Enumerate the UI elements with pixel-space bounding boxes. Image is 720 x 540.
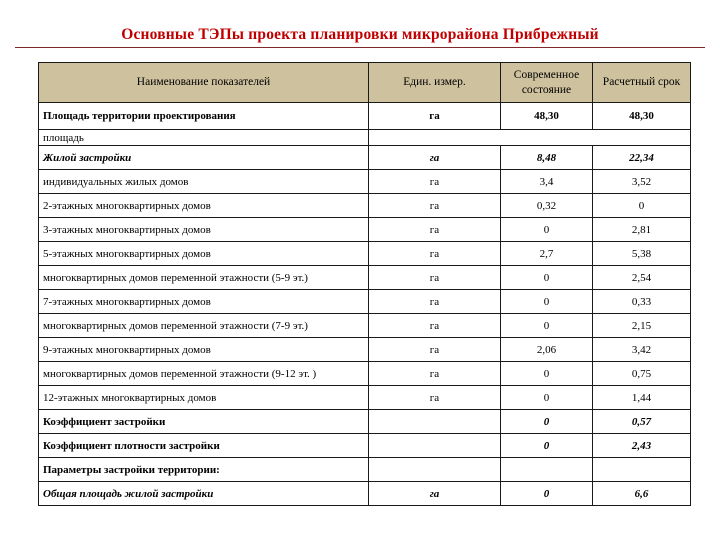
cell-current-value: 0 xyxy=(500,433,593,458)
cell-calculated-value: 3,42 xyxy=(592,337,691,362)
cell-unit xyxy=(368,457,501,482)
cell-indicator-name: 7-этажных многоквартирных домов xyxy=(38,289,369,314)
cell-indicator-name: 12-этажных многоквартирных домов xyxy=(38,385,369,410)
table-row: индивидуальных жилых домов га 3,4 3,52 xyxy=(38,169,691,194)
cell-calculated-value: 2,15 xyxy=(592,313,691,338)
cell-unit xyxy=(368,433,501,458)
page-title: Основные ТЭПы проекта планировки микрора… xyxy=(121,26,599,43)
column-header-calculated-term: Расчетный срок xyxy=(592,62,691,103)
cell-calculated-value: 2,54 xyxy=(592,265,691,290)
cell-calculated-value: 0,33 xyxy=(592,289,691,314)
cell-unit: га xyxy=(368,193,501,218)
cell-unit: га xyxy=(368,385,501,410)
cell-current-value: 0 xyxy=(500,481,593,506)
table-row: 9-этажных многоквартирных домов га 2,06 3,4… xyxy=(38,337,691,362)
column-header-indicator-name: Наименование показателей xyxy=(38,62,369,103)
cell-calculated-value: 2,43 xyxy=(592,433,691,458)
cell-current-value: 0 xyxy=(500,409,593,434)
table-row: 3-этажных многоквартирных домов га 0 2,81 xyxy=(38,217,691,242)
table-row: 7-этажных многоквартирных домов га 0 0,33 xyxy=(38,289,691,314)
table-row: Коэффициент застройки 0 0,57 xyxy=(38,409,691,434)
cell-indicator-name: площадь xyxy=(38,129,369,146)
cell-calculated-value: 3,52 xyxy=(592,169,691,194)
cell-calculated-value: 0,57 xyxy=(592,409,691,434)
cell-unit: га xyxy=(368,102,501,130)
table-row: многоквартирных домов переменной этажнос… xyxy=(38,313,691,338)
cell-calculated-value: 22,34 xyxy=(592,145,691,170)
cell-calculated-value: 1,44 xyxy=(592,385,691,410)
table-row: Параметры застройки территории: xyxy=(38,457,691,482)
table-row: Жилой застройки га 8,48 22,34 xyxy=(38,145,691,170)
table-row: Коэффициент плотности застройки 0 2,43 xyxy=(38,433,691,458)
cell-current-value: 2,7 xyxy=(500,241,593,266)
table-row: Общая площадь жилой застройки га 0 6,6 xyxy=(38,481,691,506)
table-row: 2-этажных многоквартирных домов га 0,32 0 xyxy=(38,193,691,218)
cell-unit: га xyxy=(368,361,501,386)
column-header-unit: Един. измер. xyxy=(368,62,501,103)
cell-indicator-name: 2-этажных многоквартирных домов xyxy=(38,193,369,218)
cell-indicator-name: Коэффициент застройки xyxy=(38,409,369,434)
cell-indicator-name: Площадь территории проектирования xyxy=(38,102,369,130)
indicators-table: Наименование показателей Един. измер. Со… xyxy=(38,62,691,506)
cell-unit: га xyxy=(368,337,501,362)
cell-current-value: 0 xyxy=(500,217,593,242)
cell-current-value xyxy=(500,457,593,482)
title-underline xyxy=(15,47,705,48)
cell-unit: га xyxy=(368,145,501,170)
cell-indicator-name: многоквартирных домов переменной этажнос… xyxy=(38,361,369,386)
cell-current-value: 3,4 xyxy=(500,169,593,194)
cell-calculated-value: 48,30 xyxy=(592,102,691,130)
cell-unit: га xyxy=(368,265,501,290)
cell-current-value: 2,06 xyxy=(500,337,593,362)
table-row: 5-этажных многоквартирных домов га 2,7 5,38 xyxy=(38,241,691,266)
table-row: многоквартирных домов переменной этажнос… xyxy=(38,265,691,290)
cell-indicator-name: 3-этажных многоквартирных домов xyxy=(38,217,369,242)
cell-unit: га xyxy=(368,481,501,506)
cell-calculated-value: 2,81 xyxy=(592,217,691,242)
cell-merged-empty xyxy=(368,129,691,146)
cell-unit: га xyxy=(368,313,501,338)
table-body: Площадь территории проектирования га 48,30… xyxy=(38,102,691,506)
table-row: площадь xyxy=(38,129,691,146)
cell-current-value: 8,48 xyxy=(500,145,593,170)
cell-indicator-name: Коэффициент плотности застройки xyxy=(38,433,369,458)
cell-current-value: 0 xyxy=(500,385,593,410)
table-row: Площадь территории проектирования га 48,30… xyxy=(38,102,691,130)
cell-calculated-value: 6,6 xyxy=(592,481,691,506)
cell-indicator-name: многоквартирных домов переменной этажнос… xyxy=(38,313,369,338)
cell-unit: га xyxy=(368,289,501,314)
table-row: многоквартирных домов переменной этажнос… xyxy=(38,361,691,386)
cell-calculated-value: 0,75 xyxy=(592,361,691,386)
cell-unit: га xyxy=(368,241,501,266)
column-header-current-state: Современное состояние xyxy=(500,62,593,103)
cell-indicator-name: индивидуальных жилых домов xyxy=(38,169,369,194)
cell-current-value: 0 xyxy=(500,265,593,290)
cell-indicator-name: Жилой застройки xyxy=(38,145,369,170)
cell-indicator-name: 9-этажных многоквартирных домов xyxy=(38,337,369,362)
table-row: 12-этажных многоквартирных домов га 0 1,44 xyxy=(38,385,691,410)
cell-calculated-value: 0 xyxy=(592,193,691,218)
table-header-row: Наименование показателей Един. измер. Со… xyxy=(38,62,691,103)
cell-current-value: 0 xyxy=(500,289,593,314)
cell-indicator-name: Общая площадь жилой застройки xyxy=(38,481,369,506)
cell-calculated-value xyxy=(592,457,691,482)
cell-current-value: 0,32 xyxy=(500,193,593,218)
cell-unit: га xyxy=(368,169,501,194)
cell-indicator-name: многоквартирных домов переменной этажнос… xyxy=(38,265,369,290)
cell-unit: га xyxy=(368,217,501,242)
cell-current-value: 0 xyxy=(500,313,593,338)
cell-calculated-value: 5,38 xyxy=(592,241,691,266)
cell-indicator-name: 5-этажных многоквартирных домов xyxy=(38,241,369,266)
cell-unit xyxy=(368,409,501,434)
cell-indicator-name: Параметры застройки территории: xyxy=(38,457,369,482)
cell-current-value: 48,30 xyxy=(500,102,593,130)
cell-current-value: 0 xyxy=(500,361,593,386)
